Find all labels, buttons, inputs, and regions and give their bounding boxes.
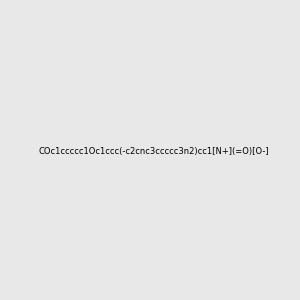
Text: COc1ccccc1Oc1ccc(-c2cnc3ccccc3n2)cc1[N+](=O)[O-]: COc1ccccc1Oc1ccc(-c2cnc3ccccc3n2)cc1[N+]…: [38, 147, 269, 156]
